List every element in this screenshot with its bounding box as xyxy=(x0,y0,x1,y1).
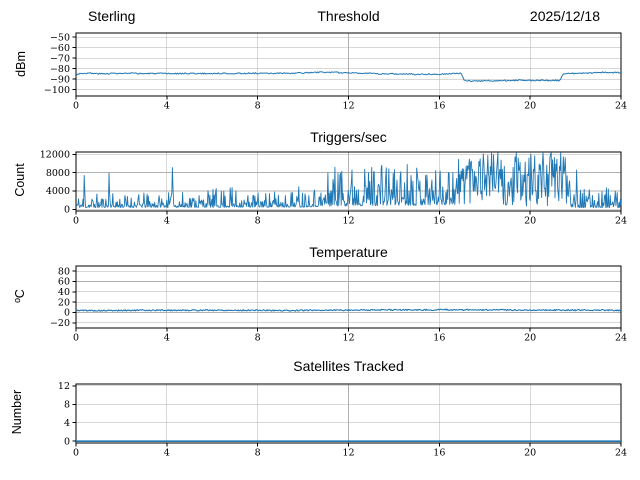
x-tick-label: 0 xyxy=(73,216,79,227)
x-tick-label: 16 xyxy=(433,101,445,112)
date-label: 2025/12/18 xyxy=(529,8,600,24)
axes-box xyxy=(75,32,622,97)
x-tick-label: 0 xyxy=(73,101,79,112)
x-tick-label: 24 xyxy=(615,216,627,227)
y-tick-label: −80 xyxy=(50,64,70,75)
y-tick-label: 4000 xyxy=(46,186,70,197)
panel-triggers-title: Triggers/sec xyxy=(310,129,387,145)
x-tick-label: 0 xyxy=(73,333,79,344)
y-tick-label: −50 xyxy=(50,32,70,43)
y-tick-label: −20 xyxy=(50,318,70,329)
x-tick-label: 16 xyxy=(433,216,445,227)
panel-temperature-title: Temperature xyxy=(309,244,388,260)
x-tick-label: 24 xyxy=(615,333,627,344)
y-tick-label: −60 xyxy=(50,43,70,54)
x-tick-label: 12 xyxy=(342,333,354,344)
x-tick-label: 20 xyxy=(524,216,536,227)
x-tick-label: 4 xyxy=(164,216,170,227)
y-tick-label: 80 xyxy=(58,266,70,277)
x-tick-label: 8 xyxy=(255,333,261,344)
station-name-label: Sterling xyxy=(88,8,136,24)
axes-box xyxy=(75,383,622,444)
y-tick-label: −70 xyxy=(50,53,70,64)
y-tick-label: 0 xyxy=(64,205,70,216)
data-line-trigger-count xyxy=(75,151,622,208)
y-tick-label: 12 xyxy=(58,381,70,392)
y-tick-label: 20 xyxy=(58,297,70,308)
x-tick-label: 8 xyxy=(255,216,261,227)
panel-threshold-title: Threshold xyxy=(317,8,380,24)
y-tick-label: 0 xyxy=(64,436,70,447)
data-line-temperature-c xyxy=(75,308,622,312)
panel-satellites-title: Satellites Tracked xyxy=(293,358,404,374)
x-tick-label: 12 xyxy=(342,448,354,459)
x-tick-label: 20 xyxy=(524,448,536,459)
y-tick-label: 8000 xyxy=(46,168,70,179)
x-tick-label: 24 xyxy=(615,101,627,112)
data-line-rf-threshold-dbm xyxy=(75,71,622,82)
x-tick-label: 4 xyxy=(164,448,170,459)
x-tick-label: 4 xyxy=(164,333,170,344)
y-tick-label: 60 xyxy=(58,277,70,288)
y-tick-label: 12000 xyxy=(40,149,70,160)
x-tick-label: 16 xyxy=(433,448,445,459)
axes-box xyxy=(75,265,622,329)
y-tick-label: 0 xyxy=(64,308,70,319)
x-tick-label: 24 xyxy=(615,448,627,459)
x-tick-label: 12 xyxy=(342,216,354,227)
y-tick-label: 4 xyxy=(64,418,70,429)
y-tick-label: −90 xyxy=(50,74,70,85)
x-tick-label: 20 xyxy=(524,101,536,112)
x-tick-label: 0 xyxy=(73,448,79,459)
x-tick-label: 8 xyxy=(255,448,261,459)
x-tick-label: 12 xyxy=(342,101,354,112)
x-tick-label: 8 xyxy=(255,101,261,112)
x-tick-label: 4 xyxy=(164,101,170,112)
y-tick-label: 40 xyxy=(58,287,70,298)
x-tick-label: 16 xyxy=(433,333,445,344)
y-tick-label: −100 xyxy=(44,85,70,96)
x-tick-label: 20 xyxy=(524,333,536,344)
axes-box xyxy=(75,151,622,212)
y-tick-label: 8 xyxy=(64,399,70,410)
